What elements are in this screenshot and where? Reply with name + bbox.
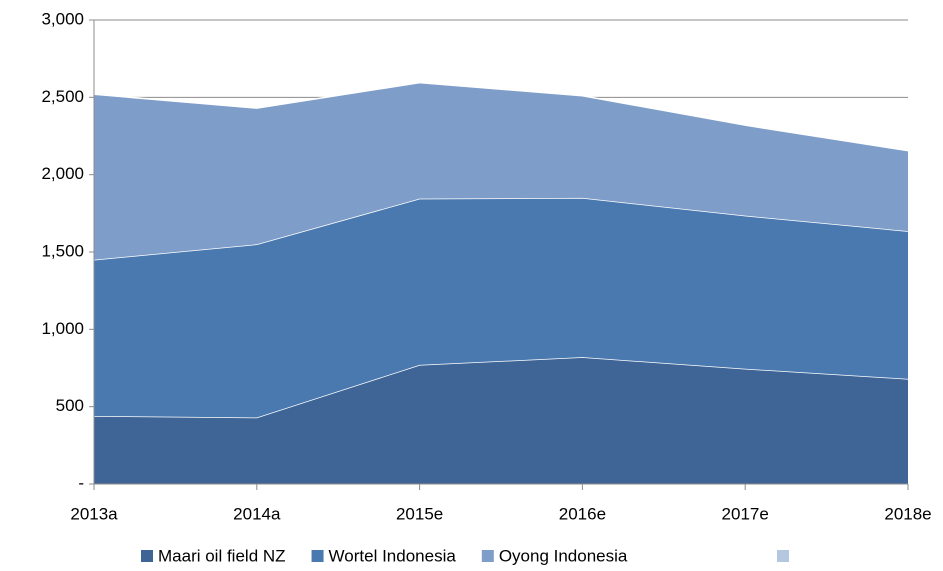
x-tick-label: 2015e	[396, 504, 443, 523]
legend-swatch	[777, 550, 789, 562]
legend-swatch	[311, 550, 324, 562]
legend-label: Wortel Indonesia	[329, 546, 457, 565]
y-tick-label: 2,000	[41, 164, 84, 183]
legend-swatch	[481, 550, 494, 562]
x-tick-label: 2016e	[559, 504, 606, 523]
y-tick-label: -	[78, 473, 84, 492]
area	[94, 357, 908, 484]
y-tick-label: 1,000	[41, 319, 84, 338]
y-tick-label: 2,500	[41, 87, 84, 106]
y-tick-label: 3,000	[41, 9, 84, 28]
area	[94, 197, 908, 418]
legend-label: Oyong Indonesia	[499, 546, 628, 565]
area	[94, 82, 908, 260]
x-tick-label: 2013a	[70, 504, 118, 523]
y-tick-label: 500	[56, 396, 84, 415]
x-tick-label: 2017e	[722, 504, 769, 523]
area-edge	[93, 81, 909, 152]
legend-label: Maari oil field NZ	[158, 546, 286, 565]
legend-swatch	[141, 550, 153, 562]
x-tick-label: 2018e	[884, 504, 931, 523]
x-tick-label: 2014a	[233, 504, 281, 523]
y-tick-label: 1,500	[41, 241, 84, 260]
